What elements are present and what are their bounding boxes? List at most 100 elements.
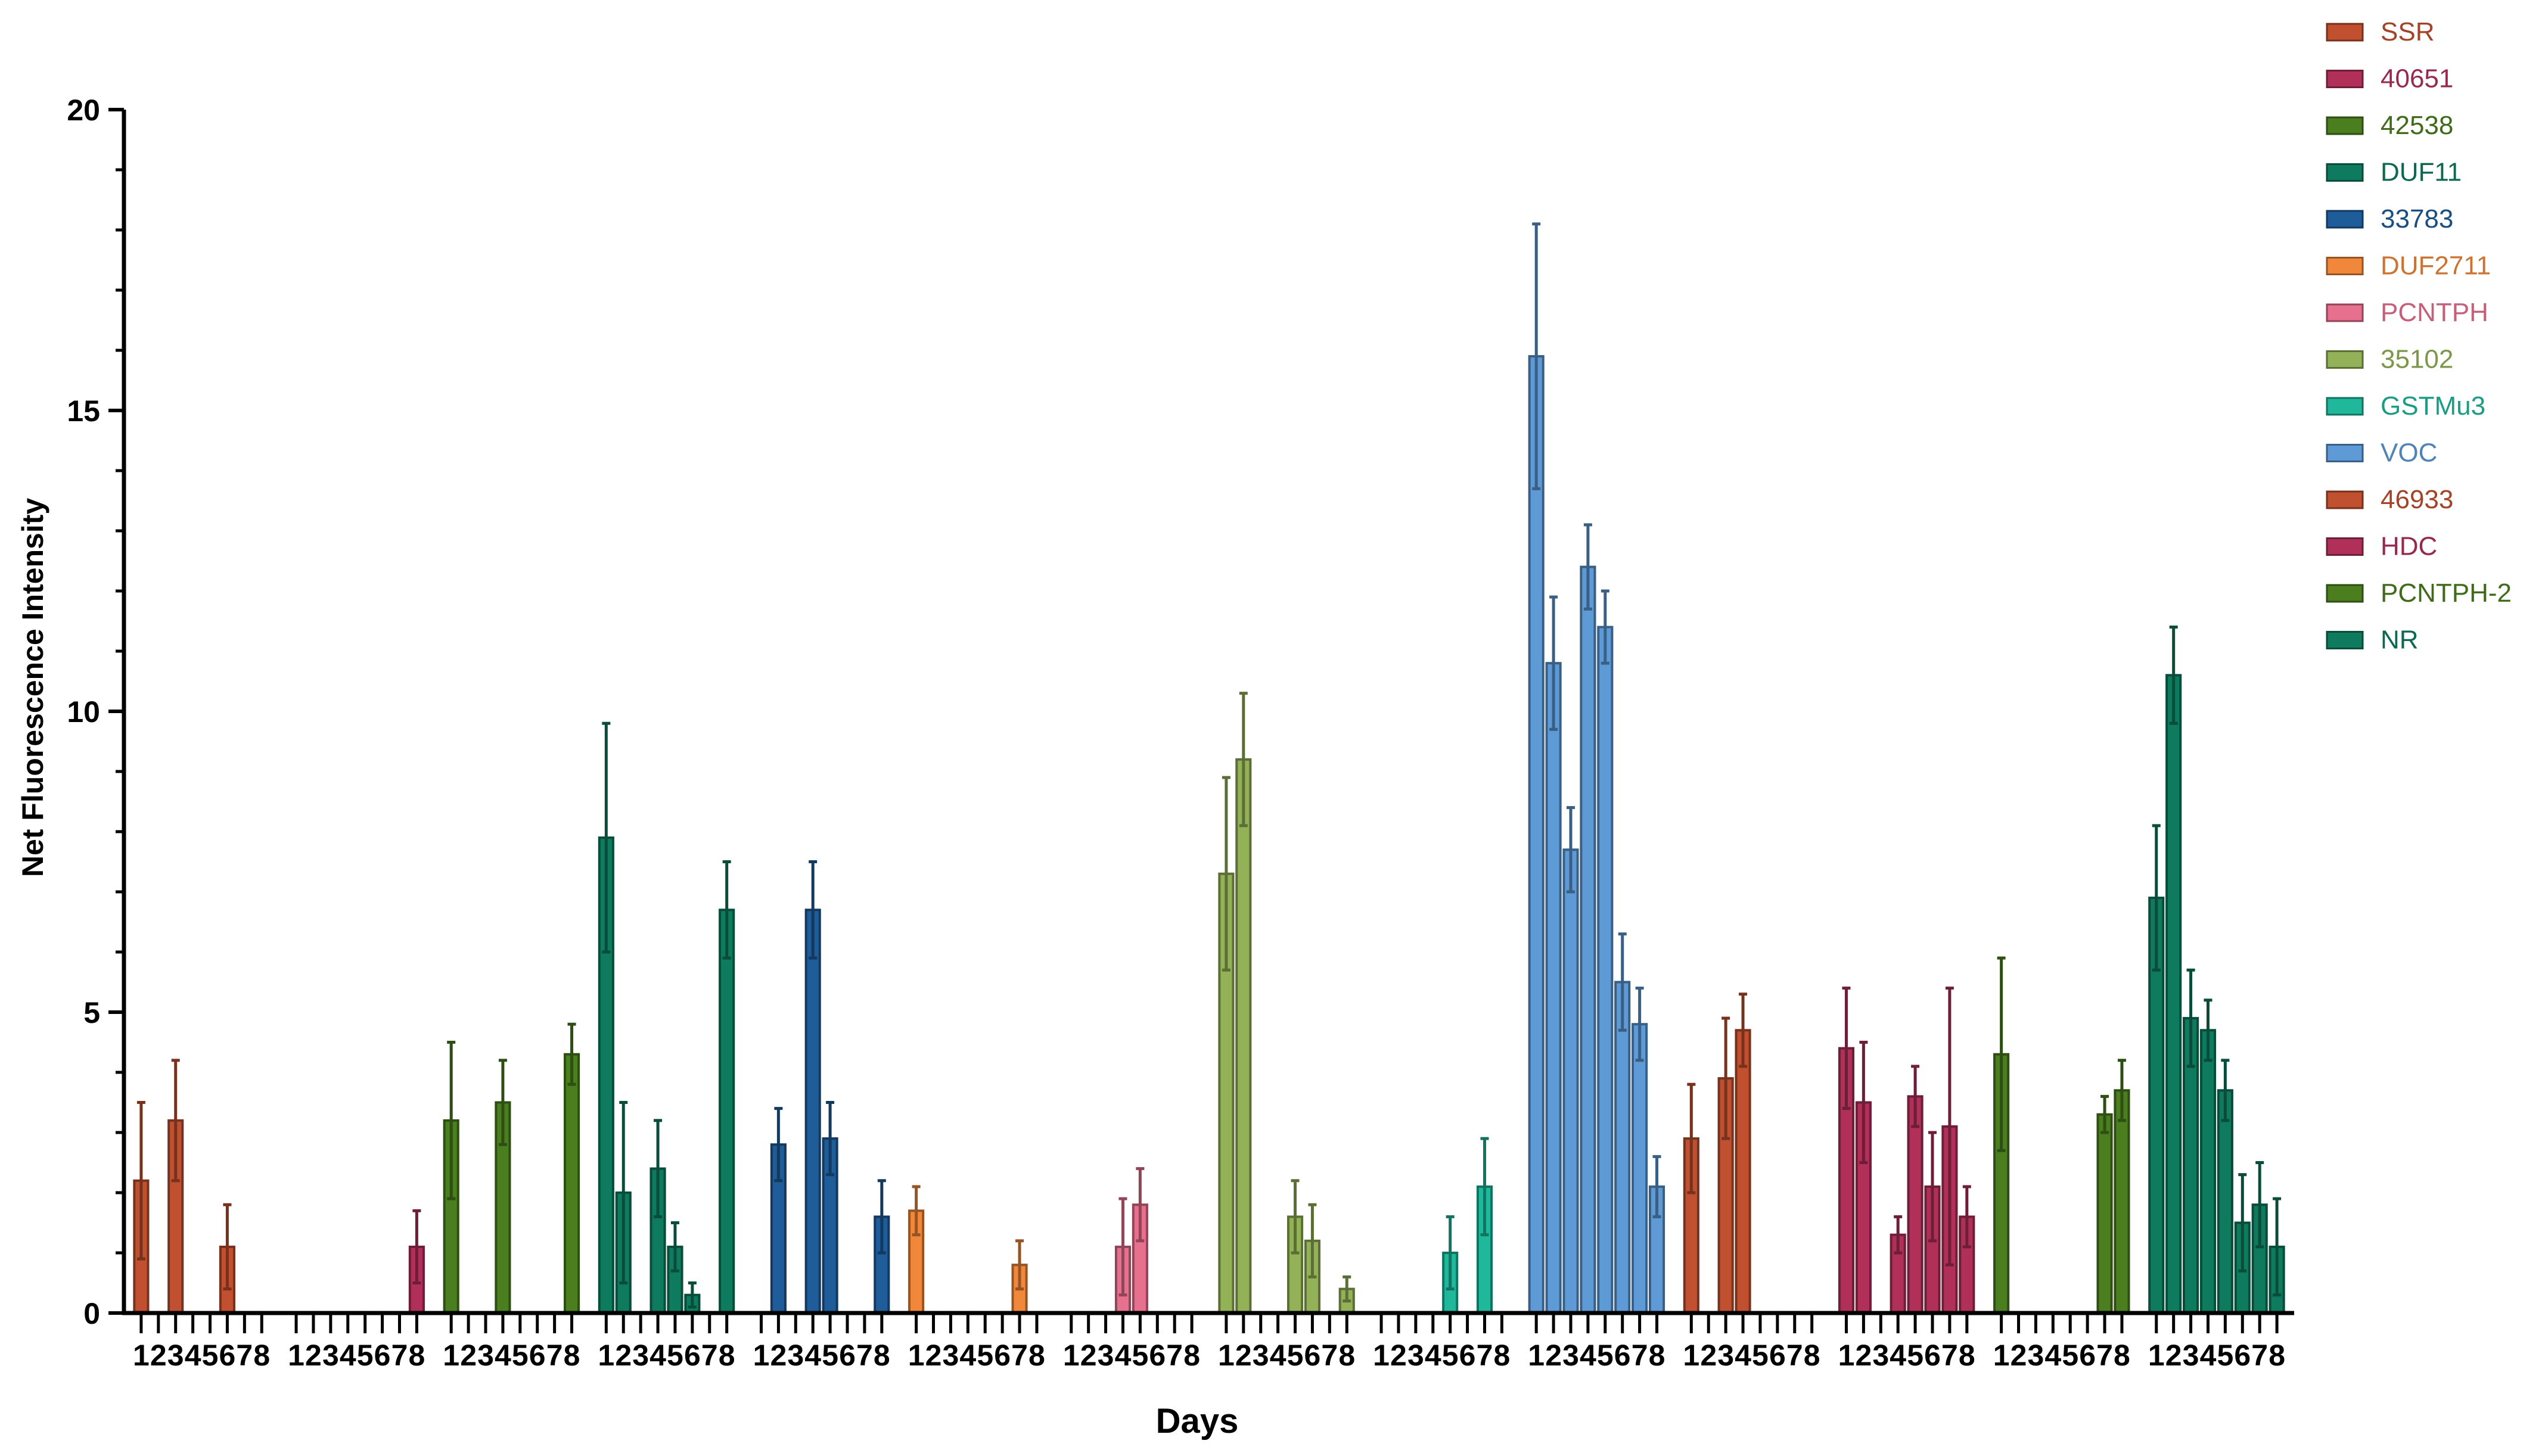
day-label: 8: [2114, 1339, 2130, 1372]
day-label: 8: [1028, 1339, 1045, 1372]
day-label: 7: [701, 1339, 718, 1372]
bar: [1580, 565, 1596, 1314]
day-label: 1: [753, 1339, 770, 1372]
day-label: 8: [253, 1339, 270, 1372]
day-label: 8: [564, 1339, 580, 1372]
day-label: 1: [1063, 1339, 1080, 1372]
day-label: 2: [2165, 1339, 2182, 1372]
legend-label: 35102: [2381, 345, 2453, 374]
legend: SSR 40651 42538 DUF11 33783 DUF2711 PCNTPH 3510…: [2326, 17, 2512, 655]
bar: [563, 1053, 580, 1314]
day-label: 6: [684, 1339, 701, 1372]
day-label: 1: [2148, 1339, 2165, 1372]
legend-swatch: [2326, 70, 2364, 88]
bar: [2217, 1089, 2233, 1315]
day-label: 3: [477, 1339, 494, 1372]
bar: [1545, 662, 1562, 1314]
day-label: 3: [2183, 1339, 2199, 1372]
y-tick-label: 5: [83, 996, 100, 1029]
day-label: 6: [529, 1339, 546, 1372]
legend-item-33783: 33783: [2326, 204, 2453, 234]
day-label: 5: [2062, 1339, 2078, 1372]
day-label: 1: [1528, 1339, 1545, 1372]
day-label: 3: [167, 1339, 184, 1372]
day-label: 6: [1924, 1339, 1941, 1372]
day-label: 6: [1459, 1339, 1476, 1372]
legend-label: 46933: [2381, 485, 2453, 514]
legend-swatch: [2326, 537, 2364, 556]
day-label: 3: [2028, 1339, 2044, 1372]
day-label: 4: [650, 1339, 666, 1372]
day-label: 7: [1941, 1339, 1958, 1372]
day-label: 2: [615, 1339, 632, 1372]
day-label: 5: [202, 1339, 219, 1372]
day-label: 5: [667, 1339, 683, 1372]
day-label: 6: [1149, 1339, 1166, 1372]
day-label: 6: [1769, 1339, 1786, 1372]
legend-swatch: [2326, 397, 2364, 416]
day-label: 7: [1786, 1339, 1803, 1372]
day-label: 1: [1838, 1339, 1855, 1372]
axes: 0 5 10 15 20: [67, 94, 2294, 1330]
day-label: 5: [1442, 1339, 1459, 1372]
day-label: 3: [1717, 1339, 1734, 1372]
legend-item-HDC: HDC: [2326, 532, 2437, 561]
legend-item-SSR: SSR: [2326, 17, 2434, 46]
day-label: 1: [1993, 1339, 2010, 1372]
bar: [804, 909, 821, 1315]
y-tick-label: 15: [67, 394, 100, 428]
day-label: 5: [1132, 1339, 1148, 1372]
day-label: 7: [391, 1339, 408, 1372]
day-label: 4: [2044, 1339, 2061, 1372]
y-tick-label: 20: [67, 94, 100, 127]
day-label: 7: [2096, 1339, 2113, 1372]
day-label: 5: [2217, 1339, 2233, 1372]
day-label: 5: [1287, 1339, 1304, 1372]
legend-swatch: [2326, 257, 2364, 275]
day-label: 6: [219, 1339, 236, 1372]
day-label: 1: [288, 1339, 304, 1372]
day-label: 5: [822, 1339, 838, 1372]
y-tick-label: 0: [83, 1297, 100, 1330]
bar: [1528, 355, 1545, 1314]
legend-swatch: [2326, 631, 2364, 649]
bar: [719, 909, 735, 1315]
bar: [2199, 1029, 2217, 1315]
legend-swatch: [2326, 584, 2364, 603]
bar: [1614, 981, 1631, 1314]
y-tick-label: 10: [67, 695, 100, 729]
day-label: 7: [546, 1339, 563, 1372]
day-label: 8: [1338, 1339, 1355, 1372]
x-axis-title: Days: [1156, 1402, 1239, 1441]
day-label: 2: [2010, 1339, 2027, 1372]
day-label: 2: [925, 1339, 942, 1372]
day-label: 4: [2200, 1339, 2217, 1372]
day-label: 1: [133, 1339, 150, 1372]
legend-label: 42538: [2381, 111, 2453, 140]
day-label: 2: [1545, 1339, 1562, 1372]
day-label: 1: [1683, 1339, 1699, 1372]
legend-item-PCNTPH-2: PCNTPH-2: [2326, 578, 2512, 608]
day-label: 6: [374, 1339, 391, 1372]
legend-label: GSTMu3: [2381, 391, 2485, 421]
day-label: 2: [460, 1339, 477, 1372]
day-label: 3: [1562, 1339, 1579, 1372]
day-label: 1: [598, 1339, 614, 1372]
day-label: 6: [2234, 1339, 2251, 1372]
day-label: 7: [1011, 1339, 1028, 1372]
legend-item-46933: 46933: [2326, 485, 2453, 514]
legend-swatch: [2326, 210, 2364, 229]
day-label: 4: [185, 1339, 201, 1372]
day-label: 3: [1253, 1339, 1269, 1372]
day-label: 1: [908, 1339, 925, 1372]
bar: [2096, 1113, 2113, 1314]
day-label: 6: [1304, 1339, 1321, 1372]
day-label: 8: [1959, 1339, 1975, 1372]
